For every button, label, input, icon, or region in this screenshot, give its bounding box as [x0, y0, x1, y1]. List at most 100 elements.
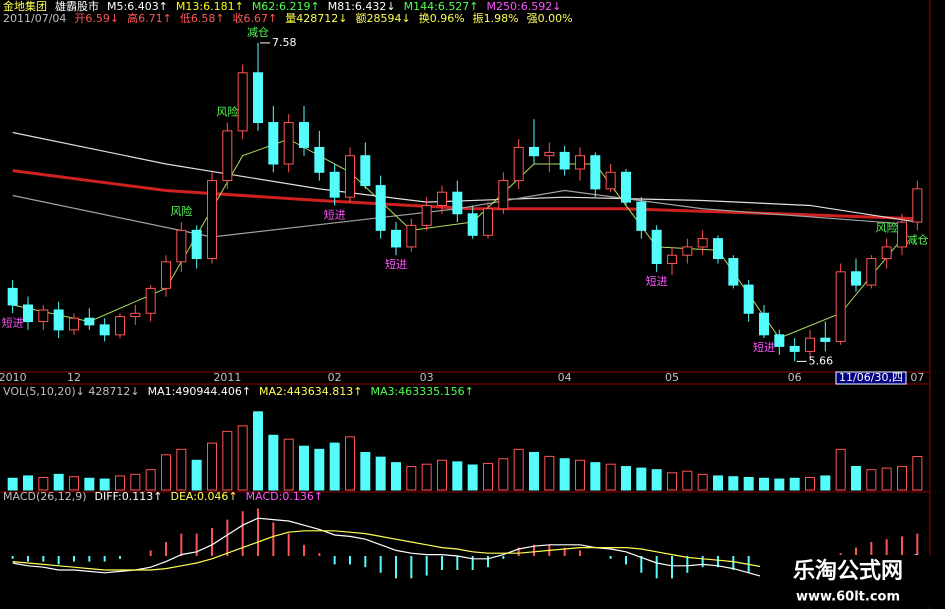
header-item: 强0.00% [527, 12, 573, 25]
x-tick-label: 06 [788, 371, 802, 384]
volume-bar [314, 448, 325, 491]
volume-bar [345, 436, 355, 491]
candle-body [69, 317, 79, 331]
volume-bar [897, 466, 907, 491]
candle-body [743, 284, 754, 314]
candle-body [682, 246, 693, 256]
volume-bar [682, 470, 693, 491]
candle-body [820, 337, 831, 342]
candle-body [881, 246, 892, 260]
header-item: MA2:443634.813↑ [259, 385, 362, 398]
volume-bar [697, 473, 708, 491]
volume-bar [651, 469, 662, 491]
volume-bar [176, 448, 187, 491]
signal-label: 短进 [2, 315, 24, 329]
volume-bar [7, 477, 18, 491]
candle-body [329, 171, 340, 198]
header-item: M5:6.403↑ [107, 0, 168, 13]
header-item: M62:6.219↑ [252, 0, 320, 13]
volume-bar [483, 462, 493, 491]
volume-bar [360, 451, 371, 491]
signal-label: 短进 [385, 257, 407, 271]
volume-bar [912, 455, 923, 491]
watermark-box [760, 555, 940, 607]
header-item: 高6.71↑ [127, 11, 172, 25]
header-item: M81:6.432↓ [328, 0, 396, 13]
volume-bar [529, 451, 539, 491]
candle-body [835, 271, 846, 342]
signal-label: 短进 [324, 207, 346, 221]
candle-body [314, 146, 325, 173]
volume-bar [636, 467, 647, 491]
candle-body [360, 155, 371, 187]
volume-bar [713, 475, 723, 491]
header-item: DIFF:0.113↑ [95, 490, 163, 503]
volume-bar [161, 454, 171, 491]
header-item: VOL(5,10,20)↓ 428712↓ [3, 385, 140, 398]
volume-bar [222, 430, 233, 491]
volume-bar [329, 442, 340, 491]
candle-body [789, 345, 800, 352]
volume-bar [99, 478, 110, 491]
header-item: 低6.58↑ [180, 12, 225, 25]
header-item: M144:6.527↑ [404, 0, 479, 13]
volume-bar [237, 425, 248, 491]
volume-bar [406, 466, 417, 491]
candle-body [575, 155, 585, 170]
volume-bar [820, 475, 831, 491]
signal-label: 减仓 [906, 232, 928, 246]
watermark-title: 乐淘公式网 [793, 558, 903, 584]
volume-bar [145, 469, 156, 491]
volume-bar [84, 477, 95, 491]
candle-body [605, 171, 616, 190]
candle-body [38, 309, 49, 323]
header-item: MA3:463335.156↑ [370, 385, 473, 398]
volume-bar [38, 476, 49, 491]
volume-bar [207, 442, 217, 491]
candle-body [130, 312, 141, 318]
candle-body [283, 122, 294, 165]
signal-label: 短进 [646, 274, 668, 288]
header-item: MACD:0.136↑ [246, 490, 323, 503]
x-tick-label: 04 [558, 371, 572, 384]
candle-body [728, 258, 739, 286]
signal-label: 减仓 [247, 25, 269, 39]
header-item: M13:6.181↑ [176, 0, 244, 13]
x-tick-label: 2011 [213, 371, 241, 384]
x-tick-label: 03 [420, 371, 434, 384]
candle-body [912, 188, 923, 223]
volume-bar [575, 459, 585, 491]
candle-body [667, 254, 677, 265]
price-label: 7.58 [272, 36, 297, 49]
volume-bar [621, 466, 631, 491]
cursor-box [835, 371, 907, 385]
candle-body [99, 324, 110, 336]
candle-body [759, 312, 769, 336]
x-tick-label: 07 [910, 371, 924, 384]
candle-body [53, 309, 64, 331]
x-tick-label: 12 [67, 371, 81, 384]
volume-bar [498, 458, 509, 491]
volume-bar [805, 476, 815, 491]
volume-bar [774, 478, 785, 491]
volume-bar [667, 472, 677, 491]
candle-body [498, 180, 509, 210]
volume-bar [130, 473, 141, 491]
candle-body [237, 72, 248, 132]
volume-bar [191, 459, 202, 491]
watermark-url: www.60lt.com [796, 590, 900, 605]
candle-body [375, 185, 386, 231]
volume-bar [759, 477, 769, 491]
header-item: MA1:490944.406↑ [148, 385, 251, 398]
volume-bar [866, 469, 877, 491]
volume-bar [53, 473, 64, 491]
volume-bar [299, 445, 309, 491]
candle-body [176, 229, 187, 263]
candle-body [467, 213, 478, 236]
candle-body [452, 191, 463, 215]
volume-bar [835, 448, 846, 491]
header-item: 额28594↓ [356, 12, 411, 25]
volume-bar [283, 438, 294, 491]
volume-bar [728, 476, 739, 491]
